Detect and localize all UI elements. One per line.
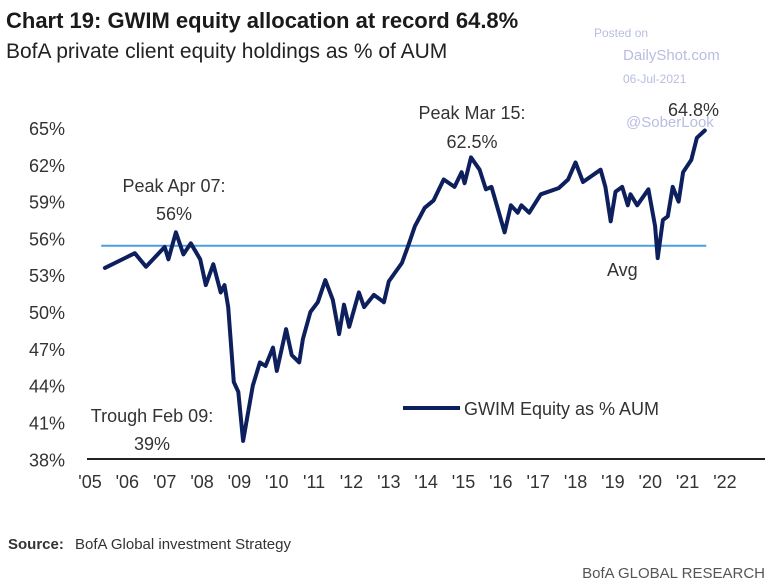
- annotation-peak-2007-value: 56%: [156, 204, 192, 224]
- x-tick-label: '12: [340, 472, 363, 492]
- source-label: Source:: [8, 536, 64, 553]
- x-tick-label: '08: [190, 472, 213, 492]
- legend-label: GWIM Equity as % AUM: [464, 399, 659, 419]
- x-tick-label: '07: [153, 472, 176, 492]
- x-tick-label: '13: [377, 472, 400, 492]
- annotation-trough-2009-value: 39%: [134, 434, 170, 454]
- y-tick-label: 53%: [29, 266, 65, 286]
- y-tick-label: 59%: [29, 193, 65, 213]
- chart-title: Chart 19: GWIM equity allocation at reco…: [6, 8, 518, 33]
- y-tick-label: 50%: [29, 303, 65, 323]
- source-text: BofA Global investment Strategy: [75, 536, 291, 553]
- x-tick-label: '11: [303, 472, 325, 492]
- x-tick-label: '05: [78, 472, 101, 492]
- x-tick-label: '09: [228, 472, 251, 492]
- y-tick-label: 44%: [29, 377, 65, 397]
- watermark-handle: @SoberLook: [626, 114, 714, 131]
- y-axis: 65% 62% 59% 56% 53% 50% 47% 44% 41% 38%: [29, 119, 65, 470]
- x-axis: '05 '06 '07 '08 '09 '10 '11 '12 '13 '14 '15 '16 '17 '…: [78, 472, 736, 492]
- x-tick-label: '14: [414, 472, 437, 492]
- y-tick-label: 56%: [29, 229, 65, 249]
- series-group: [101, 128, 707, 443]
- x-tick-label: '22: [713, 472, 736, 492]
- x-tick-label: '19: [601, 472, 624, 492]
- x-tick-label: '15: [452, 472, 475, 492]
- annotation-peak-2007-title: Peak Apr 07:: [122, 176, 225, 196]
- annotation-peak-2015-value: 62.5%: [446, 132, 497, 152]
- chart-subtitle: BofA private client equity holdings as %…: [6, 40, 447, 63]
- brand-footer: BofA GLOBAL RESEARCH: [582, 565, 765, 582]
- y-tick-label: 47%: [29, 340, 65, 360]
- y-tick-label: 62%: [29, 156, 65, 176]
- y-tick-label: 65%: [29, 119, 65, 139]
- annotation-avg: Avg: [607, 260, 638, 280]
- watermark-posted: Posted on: [594, 26, 648, 40]
- x-tick-label: '21: [676, 472, 699, 492]
- annotation-trough-2009-title: Trough Feb 09:: [91, 406, 213, 426]
- watermark-date: 06-Jul-2021: [623, 72, 687, 86]
- watermark-site: DailyShot.com: [623, 47, 720, 64]
- y-tick-label: 38%: [29, 450, 65, 470]
- x-tick-label: '16: [489, 472, 512, 492]
- annotation-record-value: 64.8%: [668, 100, 719, 120]
- series-line-gwim-equity: [102, 128, 707, 443]
- annotation-peak-2015-title: Peak Mar 15:: [418, 103, 525, 123]
- x-tick-label: '06: [116, 472, 139, 492]
- x-tick-label: '20: [639, 472, 662, 492]
- x-tick-label: '10: [265, 472, 288, 492]
- y-tick-label: 41%: [29, 413, 65, 433]
- x-tick-label: '17: [526, 472, 549, 492]
- x-tick-label: '18: [564, 472, 587, 492]
